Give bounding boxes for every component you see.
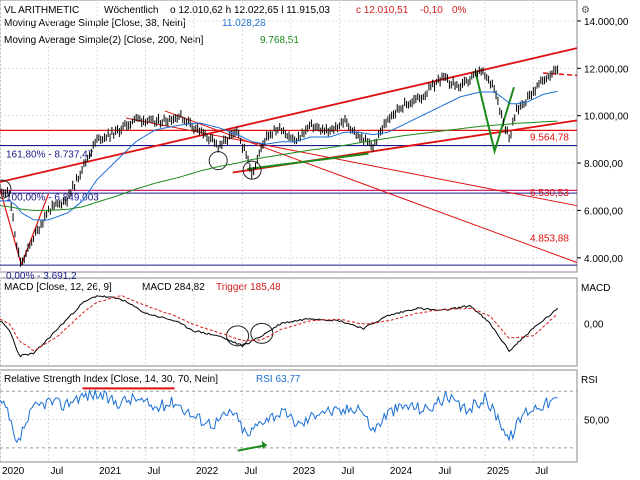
- ohlc-values: o 12.010,62 h 12.022,65 l 11.915,03: [170, 5, 330, 16]
- fib-161-label: 161,80% - 8.737,47: [6, 150, 94, 161]
- x-tick-label: Jul: [535, 466, 548, 477]
- crash-line-down: [0, 188, 22, 266]
- annotation-layer: 161,80% - 8.737,47 100,00% - 6.849,003 0,0…: [0, 47, 578, 452]
- y-tick-label: 6.000,00: [584, 206, 623, 217]
- rsi-green-arrow-line: [237, 444, 267, 452]
- macd-side-label: MACD: [581, 283, 610, 294]
- x-tick-label: Jul: [438, 466, 451, 477]
- y-tick-label: 8.000,00: [584, 159, 623, 170]
- macd-panel-frame: [0, 277, 578, 367]
- level-4853-label: 4.853,88: [530, 234, 569, 245]
- macd-legend-value: MACD 284,82: [142, 282, 205, 293]
- chart-title: VL ARITHMETIC: [4, 5, 79, 16]
- y-tick-label: 12.000,00: [584, 64, 629, 75]
- descending-line-2: [164, 110, 578, 263]
- x-tick-label: Jul: [50, 466, 63, 477]
- x-tick-label: 2024: [390, 466, 413, 477]
- x-tick-label: 2020: [2, 466, 25, 477]
- x-tick-label: Jul: [147, 466, 160, 477]
- rsi-y-tick-label: 50,00: [584, 416, 609, 427]
- settings-icon[interactable]: ⚙: [581, 5, 590, 16]
- x-tick-label: 2021: [99, 466, 122, 477]
- change-value: -0,10: [420, 5, 443, 16]
- crash-line-up: [20, 193, 50, 266]
- interval-label: Wöchentlich: [104, 5, 158, 16]
- rsi-panel-frame: [0, 369, 578, 463]
- rsi-legend-value: RSI 63,77: [256, 374, 301, 385]
- macd-line: [0, 295, 558, 358]
- rsi-green-arrowhead: [261, 440, 267, 450]
- rsi-line: [0, 388, 558, 444]
- y-tick-label: 14.000,00: [584, 17, 629, 28]
- grid-layer: [0, 2, 577, 462]
- macd-trigger-line: [0, 294, 558, 352]
- level-9564-label: 9.564,78: [530, 132, 569, 143]
- macd-cross-circle: [250, 322, 274, 344]
- x-tick-label: 2025: [487, 466, 510, 477]
- low-circle-marker: [0, 179, 12, 199]
- tick-layer: 2020 Jul 2021 Jul 2022 Jul 2023 Jul 2024 Jul 2025 J…: [2, 17, 629, 477]
- fib-100-label: 100,00% - 6.849,003: [6, 192, 99, 203]
- ma1-legend-label: Moving Average Simple [Close, 38, Nein]: [4, 18, 186, 29]
- macd-cross-circle: [226, 325, 250, 347]
- macd-y-tick-label: 0,00: [584, 319, 604, 330]
- x-tick-label: 2023: [293, 466, 316, 477]
- price-panel-frame: [0, 0, 578, 273]
- change-pct-value: 0%: [452, 5, 467, 16]
- trigger-legend-value: Trigger 185,48: [216, 282, 281, 293]
- ma38-line: [0, 90, 558, 221]
- level-6530-label: 6.530,53: [530, 188, 569, 199]
- green-trend-line: [247, 152, 369, 170]
- x-tick-label: Jul: [244, 466, 257, 477]
- projection-dashed-line: [543, 72, 578, 77]
- fib-0-label: 0,00% - 3.691,2: [6, 271, 77, 282]
- ma2-legend-value: 9.768,51: [260, 35, 299, 46]
- ma1-legend-value: 11.028,28: [222, 18, 266, 29]
- x-tick-label: 2022: [196, 466, 219, 477]
- rsi-legend-label: Relative Strength Index [Close, 14, 30, …: [4, 374, 218, 385]
- x-tick-label: Jul: [341, 466, 354, 477]
- v-pattern-line: [474, 70, 515, 156]
- low-circle-marker: [242, 160, 262, 180]
- y-tick-label: 10.000,00: [584, 112, 629, 123]
- rsi-side-label: RSI: [581, 375, 598, 386]
- close-value: c 12.010,51: [356, 5, 409, 16]
- macd-legend-label: MACD [Close, 12, 26, 9]: [4, 282, 112, 293]
- ma2-legend-label: Moving Average Simple(2) [Close, 200, Ne…: [4, 35, 204, 46]
- y-tick-label: 4.000,00: [584, 254, 623, 265]
- series-layer: [0, 65, 559, 444]
- ma200-line: [0, 120, 558, 211]
